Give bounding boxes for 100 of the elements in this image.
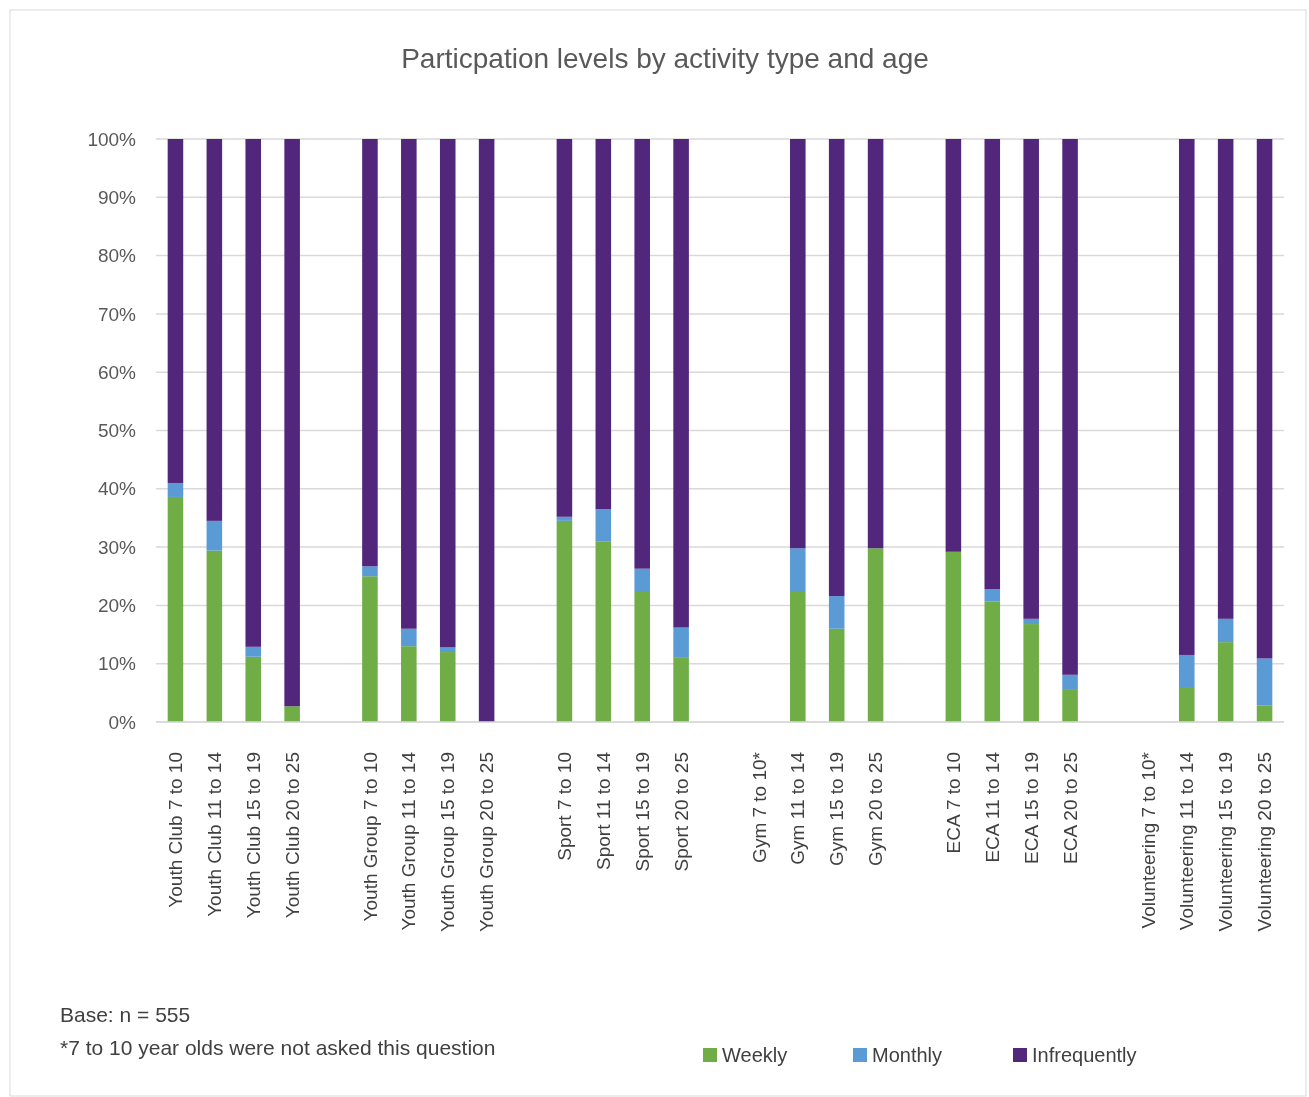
x-tick-label: Youth Group 15 to 19 (437, 752, 459, 932)
y-tick-label: 50% (97, 420, 137, 442)
x-tick-label: Youth Club 15 to 19 (242, 752, 264, 919)
legend-label: Weekly (722, 1044, 788, 1066)
bar (1023, 139, 1039, 619)
bar (167, 482, 184, 497)
bar (790, 139, 806, 549)
bar (401, 139, 417, 629)
bar (595, 541, 612, 722)
bar (284, 139, 300, 707)
y-tick-label: 60% (97, 361, 137, 383)
bar (945, 551, 962, 722)
bar (206, 550, 223, 722)
bar (1256, 658, 1273, 706)
bar (1256, 139, 1273, 659)
bar (245, 656, 262, 722)
bar (790, 591, 806, 722)
x-tick-label: Sport 11 to 14 (592, 751, 614, 870)
bar (206, 520, 223, 551)
y-tick-label: 30% (97, 536, 137, 558)
bar (867, 548, 884, 722)
bar (1178, 654, 1195, 688)
bar (556, 139, 573, 517)
x-tick-label: ECA 11 to 14 (981, 751, 1003, 863)
bar (362, 576, 378, 722)
bar (401, 646, 417, 722)
y-tick-label: 20% (97, 595, 137, 617)
bar (634, 591, 650, 722)
x-tick-label: ECA 7 to 10 (943, 752, 965, 854)
y-tick-label: 100% (87, 128, 137, 150)
bar (362, 139, 378, 567)
text: Base: n = 555 (60, 1003, 191, 1026)
bar (1062, 139, 1078, 675)
bar (634, 139, 650, 569)
bar (167, 496, 184, 722)
bar (673, 139, 689, 628)
bar (556, 520, 573, 722)
x-tick-label: Sport 15 to 19 (631, 752, 653, 872)
y-tick-label: 10% (97, 653, 137, 675)
bar (1178, 687, 1195, 722)
bar (245, 646, 262, 657)
bar (478, 139, 495, 722)
bar (595, 509, 612, 542)
x-tick-label: Volunteering 11 to 14 (1176, 751, 1198, 931)
bar (362, 566, 378, 577)
legend-label: Monthly (872, 1044, 943, 1066)
text: *7 to 10 year olds were not asked this question (60, 1036, 496, 1059)
x-tick-label: Youth Group 7 to 10 (359, 752, 381, 922)
y-tick-label: 90% (97, 186, 137, 208)
bar (284, 706, 300, 722)
x-tick-label: Youth Group 11 to 14 (398, 751, 420, 931)
x-tick-label: Gym 7 to 10* (748, 751, 770, 863)
x-tick-label: Youth Club 11 to 14 (203, 751, 225, 917)
bar (828, 139, 845, 597)
x-tick-label: Gym 11 to 14 (787, 751, 809, 865)
y-tick-label: 0% (108, 711, 137, 733)
y-tick-label: 40% (97, 478, 137, 500)
bar (1023, 618, 1039, 625)
bar (1217, 642, 1234, 722)
x-tick-label: Gym 20 to 25 (865, 752, 887, 867)
bar (634, 568, 650, 592)
bar (828, 596, 845, 629)
bar (401, 628, 417, 647)
x-tick-label: Youth Group 20 to 25 (476, 752, 498, 932)
legend-label: Infrequently (1032, 1044, 1137, 1066)
x-tick-label: Gym 15 to 19 (826, 752, 848, 867)
bar (245, 139, 262, 647)
bar (984, 139, 1001, 590)
bar (790, 548, 806, 592)
bar (439, 647, 456, 653)
bar (673, 627, 689, 658)
bar (1217, 139, 1234, 619)
bar (439, 652, 456, 722)
bar (1062, 689, 1078, 722)
x-tick-label: Sport 20 to 25 (670, 752, 692, 872)
bar (828, 628, 845, 722)
x-tick-label: Sport 7 to 10 (554, 752, 576, 861)
y-tick-label: 70% (97, 303, 137, 325)
x-tick-label: Volunteering 7 to 10* (1137, 751, 1159, 929)
bar (595, 139, 612, 510)
bar (439, 139, 456, 648)
bar (984, 601, 1001, 722)
bar (206, 139, 223, 521)
bar (556, 516, 573, 521)
chart-title: Particpation levels by activity type and age (401, 43, 929, 74)
x-tick-label: ECA 20 to 25 (1059, 752, 1081, 864)
bar (167, 139, 184, 483)
x-tick-label: Youth Club 20 to 25 (281, 752, 303, 919)
bar (1178, 139, 1195, 655)
bar (1023, 624, 1039, 722)
bar (1062, 674, 1078, 690)
bar (867, 139, 884, 549)
x-tick-label: Volunteering 20 to 25 (1254, 752, 1276, 932)
bar (945, 139, 962, 552)
bar (1217, 618, 1234, 643)
x-tick-label: Youth Club 7 to 10 (165, 752, 187, 908)
bar (984, 589, 1001, 602)
y-tick-label: 80% (97, 245, 137, 267)
x-tick-label: Volunteering 15 to 19 (1215, 752, 1237, 932)
bar (673, 657, 689, 722)
